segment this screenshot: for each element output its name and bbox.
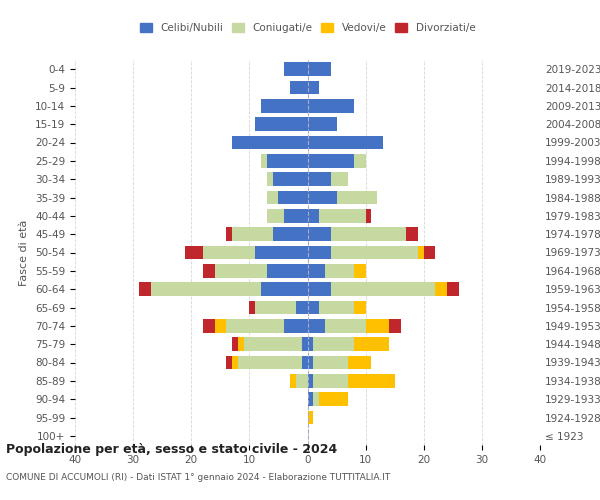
Bar — [331, 228, 406, 241]
Bar — [308, 209, 319, 222]
Bar — [284, 209, 308, 222]
Bar — [308, 356, 313, 370]
Bar — [290, 80, 308, 94]
Bar — [255, 300, 296, 314]
Bar — [238, 338, 244, 351]
Bar — [261, 154, 267, 168]
Bar — [232, 338, 238, 351]
Bar — [290, 374, 296, 388]
Bar — [232, 228, 272, 241]
Bar — [319, 392, 348, 406]
Bar — [313, 356, 348, 370]
Bar — [313, 338, 354, 351]
Bar — [284, 319, 308, 332]
Legend: Celibi/Nubili, Coniugati/e, Vedovi/e, Divorziati/e: Celibi/Nubili, Coniugati/e, Vedovi/e, Di… — [136, 19, 479, 38]
Bar — [226, 228, 232, 241]
Text: Popolazione per età, sesso e stato civile - 2024: Popolazione per età, sesso e stato civil… — [6, 442, 337, 456]
Bar — [308, 99, 354, 112]
Bar — [308, 228, 331, 241]
Bar — [308, 392, 313, 406]
Bar — [255, 118, 308, 131]
Bar — [424, 246, 436, 260]
Bar — [267, 209, 284, 222]
Bar — [203, 264, 215, 278]
Bar — [267, 172, 272, 186]
Bar — [232, 356, 238, 370]
Bar — [406, 228, 418, 241]
Y-axis label: Fasce di età: Fasce di età — [19, 220, 29, 286]
Bar — [308, 319, 325, 332]
Bar — [308, 154, 354, 168]
Bar — [348, 374, 395, 388]
Bar — [418, 246, 424, 260]
Bar — [389, 319, 401, 332]
Bar — [302, 356, 308, 370]
Bar — [296, 374, 308, 388]
Bar — [354, 338, 389, 351]
Bar — [185, 246, 203, 260]
Bar — [250, 300, 255, 314]
Bar — [308, 374, 313, 388]
Bar — [313, 374, 348, 388]
Bar — [308, 136, 383, 149]
Bar — [261, 282, 308, 296]
Bar — [337, 190, 377, 204]
Bar — [267, 264, 308, 278]
Bar — [354, 264, 365, 278]
Bar — [139, 282, 151, 296]
Bar — [226, 356, 232, 370]
Bar — [308, 264, 325, 278]
Text: COMUNE DI ACCUMOLI (RI) - Dati ISTAT 1° gennaio 2024 - Elaborazione TUTTITALIA.I: COMUNE DI ACCUMOLI (RI) - Dati ISTAT 1° … — [6, 473, 390, 482]
Bar — [226, 319, 284, 332]
Bar — [267, 154, 308, 168]
Bar — [272, 228, 308, 241]
Bar — [308, 410, 313, 424]
Bar — [238, 356, 302, 370]
Bar — [331, 246, 418, 260]
Bar — [151, 282, 261, 296]
Bar — [308, 190, 337, 204]
Bar — [255, 246, 308, 260]
Bar — [319, 209, 365, 222]
Bar — [215, 264, 267, 278]
Bar — [278, 190, 308, 204]
Bar — [331, 172, 348, 186]
Bar — [272, 172, 308, 186]
Bar — [331, 282, 436, 296]
Bar — [232, 136, 308, 149]
Bar — [325, 319, 365, 332]
Bar — [354, 154, 365, 168]
Bar — [354, 300, 365, 314]
Bar — [284, 62, 308, 76]
Bar — [308, 118, 337, 131]
Bar — [267, 190, 278, 204]
Bar — [308, 80, 319, 94]
Bar — [319, 300, 354, 314]
Bar — [308, 338, 313, 351]
Bar — [308, 62, 331, 76]
Bar — [308, 282, 331, 296]
Bar — [365, 209, 371, 222]
Bar — [308, 246, 331, 260]
Bar — [203, 246, 255, 260]
Bar — [215, 319, 226, 332]
Bar — [313, 392, 319, 406]
Bar — [308, 300, 319, 314]
Bar — [261, 99, 308, 112]
Bar — [365, 319, 389, 332]
Bar — [436, 282, 447, 296]
Bar — [325, 264, 354, 278]
Bar — [296, 300, 308, 314]
Bar — [302, 338, 308, 351]
Bar — [203, 319, 215, 332]
Bar — [348, 356, 371, 370]
Bar — [308, 172, 331, 186]
Bar — [447, 282, 458, 296]
Bar — [244, 338, 302, 351]
